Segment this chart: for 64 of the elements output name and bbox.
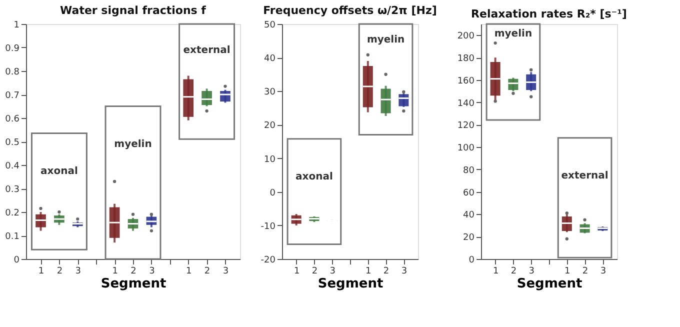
y-tick-label: 50: [264, 20, 276, 30]
x-tick-label: 3: [330, 266, 336, 276]
x-axis-title: Segment: [318, 276, 384, 292]
x-tick-label: 3: [75, 266, 82, 276]
annotation: axonal: [296, 171, 333, 182]
annotation: external: [183, 44, 230, 56]
y-tick-label: 80: [463, 166, 475, 176]
annotation: myelin: [114, 138, 152, 150]
y-tick-label: 0.3: [5, 185, 20, 195]
x-tick-label: 2: [510, 266, 517, 276]
y-tick-label: 0.1: [5, 232, 20, 242]
y-tick-label: 20: [264, 121, 276, 132]
y-tick-label: 0.4: [5, 162, 20, 172]
y-tick-label: 0.8: [5, 68, 20, 78]
x-tick-label: 1: [112, 266, 118, 276]
chart-title: Frequency offsets ω/2π [Hz]: [263, 4, 437, 17]
y-tick-label: 40: [264, 54, 276, 64]
y-tick-label: 0.2: [5, 208, 20, 218]
y-tick-label: 10: [264, 154, 276, 165]
x-tick-label: 2: [312, 266, 318, 276]
y-tick-label: 120: [457, 121, 475, 132]
y-tick-label: 0: [14, 256, 20, 266]
x-tick-label: 3: [600, 266, 606, 276]
x-tick-label: 2: [204, 266, 210, 276]
y-tick-label: -20: [260, 256, 276, 266]
y-tick-label: 0.9: [5, 44, 20, 54]
y-tick-label: -10: [260, 222, 276, 232]
x-tick-label: 1: [38, 266, 44, 276]
x-axis-title: Segment: [100, 276, 166, 292]
x-tick-label: 1: [366, 266, 372, 276]
y-tick-label: 200: [457, 32, 475, 42]
x-tick-label: 2: [582, 266, 588, 276]
x-tick-label: 3: [149, 266, 155, 276]
x-tick-label: 3: [528, 266, 534, 276]
chart-title: Water signal fractions f: [60, 4, 206, 17]
annotation: external: [561, 170, 608, 182]
y-tick-label: 0.5: [5, 138, 20, 148]
chart-title: Relaxation rates R₂* [s⁻¹]: [471, 7, 627, 20]
x-tick-label: 2: [383, 266, 390, 276]
y-tick-label: 100: [457, 144, 475, 154]
x-axis-title: Segment: [516, 276, 582, 292]
y-tick-label: 0: [270, 188, 276, 198]
y-tick-label: 0: [468, 256, 475, 266]
y-tick-label: 1: [14, 20, 20, 30]
y-tick-label: 140: [457, 98, 475, 109]
x-tick-label: 2: [56, 266, 63, 276]
y-tick-label: 30: [264, 88, 276, 98]
annotation: myelin: [366, 34, 405, 46]
y-tick-label: 20: [463, 233, 475, 244]
x-tick-label: 3: [401, 266, 408, 276]
y-tick-label: 0.7: [5, 91, 20, 101]
y-tick-label: 0.6: [5, 114, 20, 124]
x-tick-label: 1: [564, 266, 570, 276]
annotation: myelin: [494, 28, 532, 40]
x-tick-label: 3: [222, 266, 229, 276]
x-tick-label: 1: [492, 266, 499, 276]
annotation: axonal: [40, 166, 78, 177]
x-tick-label: 1: [186, 266, 192, 276]
x-tick-label: 2: [130, 266, 136, 276]
y-tick-label: 60: [463, 188, 475, 198]
y-tick-label: 40: [463, 210, 475, 221]
x-tick-label: 1: [294, 266, 300, 276]
y-tick-label: 180: [457, 54, 475, 64]
y-tick-label: 160: [457, 76, 475, 86]
